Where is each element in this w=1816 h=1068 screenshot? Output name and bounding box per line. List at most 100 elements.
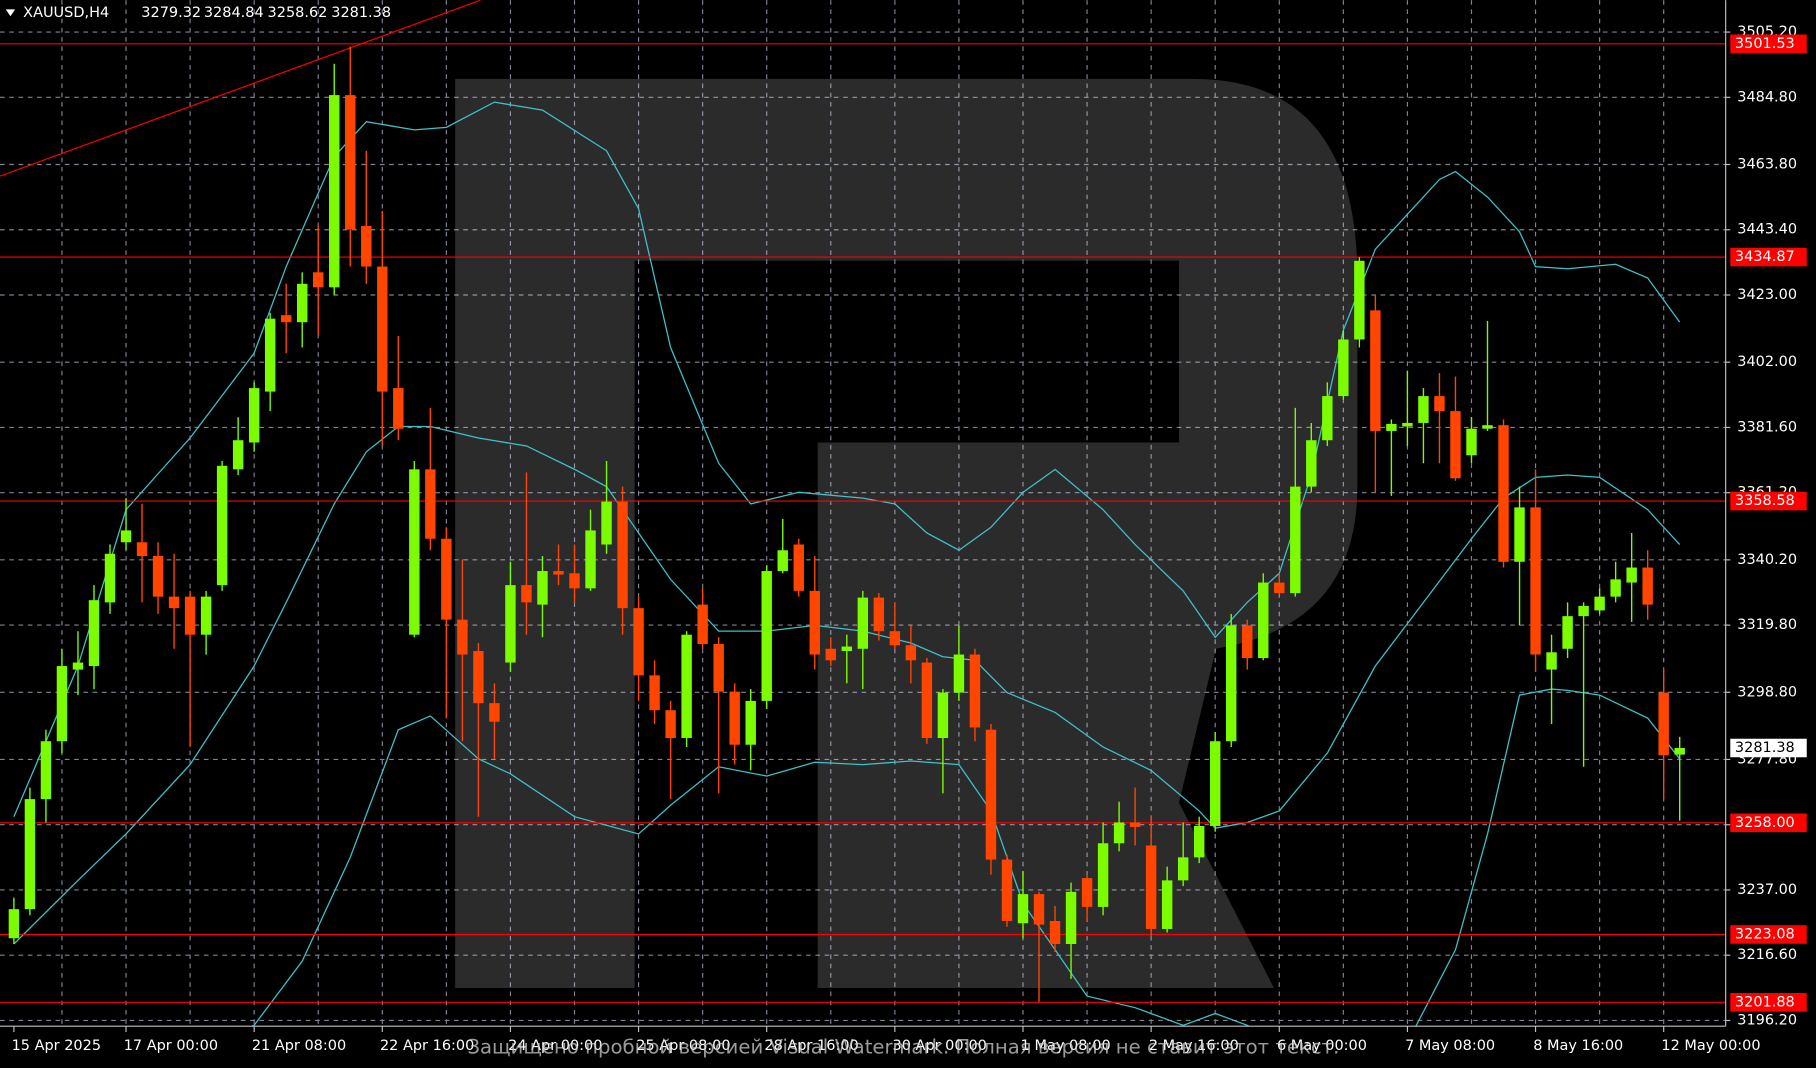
candle-body — [1001, 859, 1013, 921]
candle-body — [441, 538, 452, 620]
candle-body — [280, 315, 292, 323]
candle-body — [489, 703, 500, 722]
candle-body — [649, 675, 660, 711]
candle-body — [1209, 741, 1221, 826]
candle-body — [1562, 616, 1573, 649]
candle-body — [8, 909, 20, 939]
x-tick-label: 2 May 16:00 — [1149, 1038, 1239, 1054]
plot-area — [0, 0, 1726, 1027]
candle-body — [985, 729, 997, 860]
candle-body — [1161, 880, 1173, 929]
level-label: 3434.87 — [1735, 249, 1795, 265]
y-tick-label: 3196.20 — [1737, 1012, 1797, 1028]
candle-body — [1322, 396, 1333, 441]
x-tick-label: 21 Apr 08:00 — [252, 1038, 346, 1054]
x-tick-label: 25 Apr 08:00 — [636, 1038, 730, 1054]
candle-body — [473, 651, 484, 704]
level-label: 3358.58 — [1735, 493, 1795, 509]
level-label-bg — [1730, 813, 1807, 833]
candle-body — [1274, 582, 1285, 594]
x-tick-label: 17 Apr 00:00 — [124, 1038, 218, 1054]
candle-body — [1226, 625, 1237, 742]
x-tick-label: 15 Apr 2025 — [12, 1038, 101, 1054]
candle-body — [1674, 747, 1685, 755]
level-label-bg — [1730, 247, 1807, 267]
candle-body — [152, 556, 164, 597]
x-tick-label: 1 May 08:00 — [1021, 1038, 1111, 1054]
candle-body — [1354, 260, 1365, 340]
candle-body — [1017, 894, 1029, 924]
candle-body — [1242, 625, 1253, 659]
y-tick-label: 3423.00 — [1737, 287, 1797, 303]
candle-body — [537, 571, 548, 605]
candle-body — [1450, 411, 1461, 479]
x-tick-label: 12 May 00:00 — [1661, 1038, 1760, 1054]
candle-body — [1658, 692, 1669, 756]
ohlc-open: 3279.32 — [141, 5, 201, 21]
candle-body — [329, 95, 340, 288]
candle-body — [1290, 486, 1301, 594]
symbol-menu-arrow — [5, 9, 16, 17]
candle-body — [1642, 567, 1653, 605]
candle-body — [953, 654, 965, 693]
candle-body — [521, 585, 532, 603]
level-label: 3501.53 — [1735, 36, 1795, 52]
candle-body — [1033, 894, 1045, 925]
watermark-text: Защищено пробной версией Visual Watermar… — [467, 1036, 1339, 1059]
candle-body — [1610, 579, 1621, 597]
candle-body — [296, 283, 308, 323]
candle-body — [505, 585, 516, 663]
candle-body — [393, 388, 404, 429]
x-tick-label: 22 Apr 16:00 — [380, 1038, 474, 1054]
candle-body — [697, 604, 708, 644]
x-tick-label: 28 Apr 16:00 — [764, 1038, 858, 1054]
candle-body — [1145, 845, 1157, 929]
candle-body — [1370, 310, 1381, 431]
candle-body — [1049, 920, 1061, 945]
candle-body — [1177, 857, 1189, 881]
candle-body — [665, 710, 676, 739]
candle-body — [88, 600, 100, 667]
candle-body — [1578, 605, 1589, 617]
candle-body — [136, 542, 148, 557]
candle-body — [361, 225, 372, 267]
candle-body — [200, 596, 212, 635]
candle-body — [905, 645, 917, 661]
candle-body — [873, 597, 885, 632]
candle-body — [72, 662, 84, 670]
candle-body — [425, 469, 436, 539]
candle-body — [216, 465, 228, 586]
x-tick-label: 30 Apr 00:00 — [893, 1038, 987, 1054]
level-label-bg — [1730, 993, 1807, 1012]
level-label: 3258.00 — [1735, 815, 1795, 831]
candle-body — [825, 648, 836, 661]
candle-body — [681, 634, 692, 739]
candle-body — [713, 643, 724, 692]
candle-body — [1626, 567, 1637, 583]
ohlc-low: 3258.62 — [268, 5, 328, 21]
candle-body — [1514, 507, 1525, 562]
candle-body — [1193, 825, 1205, 858]
candle-body — [24, 799, 36, 910]
ohlc-close: 3281.38 — [331, 5, 391, 21]
candle-body — [729, 691, 740, 745]
candle-body — [553, 571, 564, 575]
candle-body — [1402, 422, 1413, 427]
band-line — [13, 101, 1681, 817]
x-tick-label: 8 May 16:00 — [1533, 1038, 1623, 1054]
candle-body — [585, 530, 596, 589]
candle-body — [1338, 339, 1349, 397]
y-tick-label: 3237.00 — [1737, 882, 1797, 898]
candle-body — [1129, 822, 1141, 827]
candle-body — [1065, 891, 1077, 945]
candle-body — [1113, 822, 1125, 844]
current-price-label: 3281.38 — [1735, 740, 1795, 756]
x-tick-label: 6 May 00:00 — [1277, 1038, 1367, 1054]
x-tick-label: 7 May 08:00 — [1405, 1038, 1495, 1054]
candle-body — [1546, 652, 1557, 670]
candle-body — [921, 662, 933, 739]
y-tick-label: 3340.20 — [1737, 552, 1797, 568]
candle-body — [793, 544, 804, 591]
candle-body — [1498, 425, 1509, 562]
